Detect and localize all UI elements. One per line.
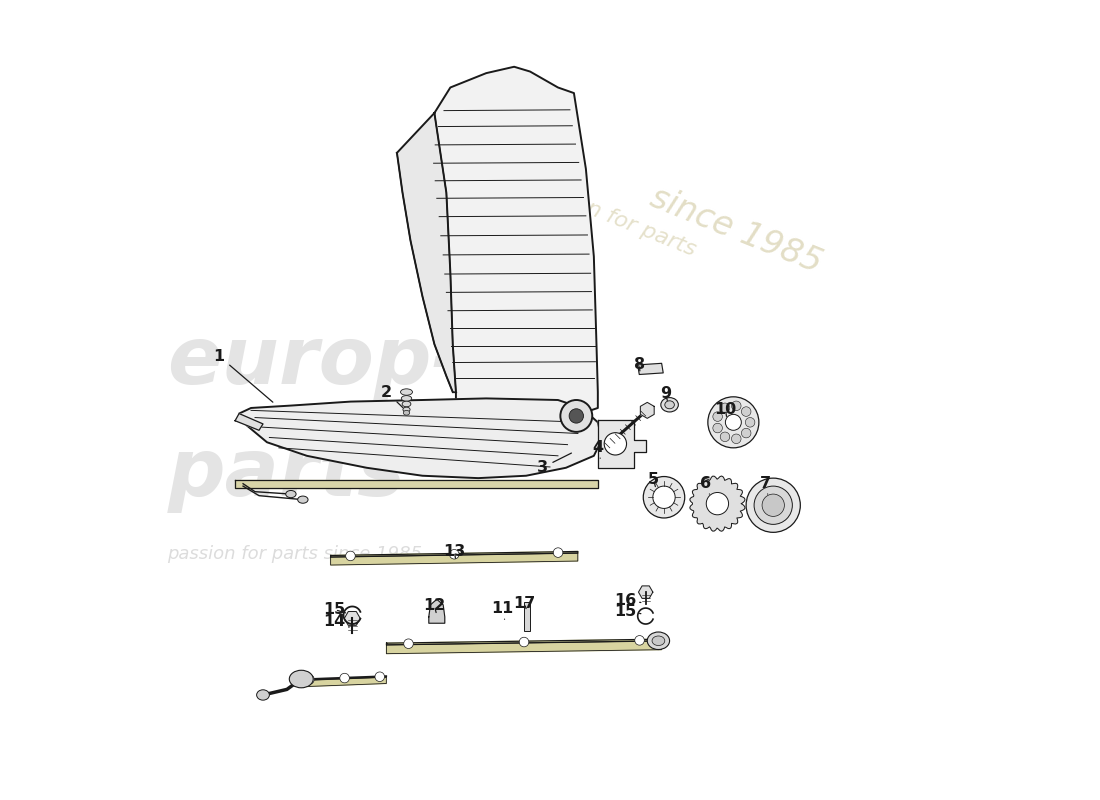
Circle shape: [340, 674, 350, 683]
Ellipse shape: [652, 636, 664, 646]
Text: 7: 7: [760, 476, 771, 494]
Circle shape: [375, 672, 385, 682]
Polygon shape: [302, 677, 386, 686]
Polygon shape: [386, 639, 661, 645]
Circle shape: [720, 432, 729, 442]
Text: passion for parts since 1985: passion for parts since 1985: [167, 546, 422, 563]
Circle shape: [553, 548, 563, 558]
Circle shape: [569, 409, 583, 423]
Polygon shape: [429, 599, 444, 623]
Polygon shape: [690, 476, 745, 531]
Ellipse shape: [256, 690, 270, 700]
Text: 8: 8: [634, 357, 645, 372]
Polygon shape: [235, 480, 597, 488]
Circle shape: [706, 493, 728, 515]
Circle shape: [741, 406, 751, 416]
Circle shape: [519, 638, 529, 647]
Circle shape: [305, 674, 315, 684]
Circle shape: [644, 477, 684, 518]
Polygon shape: [344, 611, 361, 626]
Text: parts: parts: [167, 434, 406, 513]
Text: 3: 3: [537, 453, 571, 475]
Polygon shape: [302, 676, 386, 680]
Polygon shape: [235, 414, 263, 430]
Polygon shape: [331, 551, 578, 557]
Text: 5: 5: [648, 472, 659, 487]
Text: 17: 17: [514, 596, 536, 610]
Text: passion for parts: passion for parts: [518, 172, 698, 261]
Circle shape: [560, 400, 592, 432]
Ellipse shape: [664, 401, 674, 409]
Ellipse shape: [403, 407, 410, 412]
Circle shape: [345, 551, 355, 561]
Circle shape: [746, 478, 801, 532]
Circle shape: [652, 486, 675, 509]
Circle shape: [725, 414, 741, 430]
Ellipse shape: [661, 398, 679, 412]
Text: europ-: europ-: [167, 323, 465, 401]
Text: 9: 9: [660, 386, 671, 401]
Text: 16: 16: [615, 593, 641, 608]
Circle shape: [732, 401, 741, 410]
Polygon shape: [597, 420, 646, 468]
Polygon shape: [331, 553, 578, 565]
Polygon shape: [434, 66, 597, 421]
Polygon shape: [239, 398, 602, 478]
Text: 12: 12: [424, 598, 446, 613]
Ellipse shape: [400, 389, 412, 395]
Ellipse shape: [402, 396, 411, 401]
Text: 1: 1: [213, 349, 273, 402]
Circle shape: [741, 428, 751, 438]
Text: 11: 11: [491, 602, 514, 619]
Text: 4: 4: [592, 440, 604, 458]
Polygon shape: [397, 113, 455, 392]
Text: 10: 10: [714, 402, 737, 417]
Ellipse shape: [403, 401, 411, 406]
Circle shape: [732, 434, 741, 443]
Text: 15: 15: [615, 604, 641, 618]
Bar: [524, 602, 530, 631]
Ellipse shape: [404, 410, 409, 415]
Circle shape: [713, 423, 723, 433]
Ellipse shape: [298, 496, 308, 503]
Circle shape: [404, 639, 414, 649]
Circle shape: [746, 418, 755, 427]
Ellipse shape: [286, 490, 296, 498]
Circle shape: [762, 494, 784, 516]
Text: since 1985: since 1985: [646, 181, 827, 279]
Text: 6: 6: [700, 476, 711, 494]
Polygon shape: [638, 363, 663, 374]
Ellipse shape: [647, 632, 670, 650]
Polygon shape: [640, 402, 654, 418]
Circle shape: [755, 486, 792, 524]
Polygon shape: [386, 641, 661, 654]
Circle shape: [604, 433, 627, 455]
Polygon shape: [638, 586, 652, 598]
Circle shape: [450, 550, 459, 559]
Text: 2: 2: [381, 385, 403, 408]
Ellipse shape: [289, 670, 314, 688]
Circle shape: [635, 635, 645, 645]
Circle shape: [713, 412, 723, 422]
Circle shape: [720, 403, 729, 413]
Text: 15: 15: [323, 602, 345, 617]
Text: 14: 14: [323, 614, 349, 629]
Circle shape: [708, 397, 759, 448]
Text: 13: 13: [443, 544, 465, 559]
